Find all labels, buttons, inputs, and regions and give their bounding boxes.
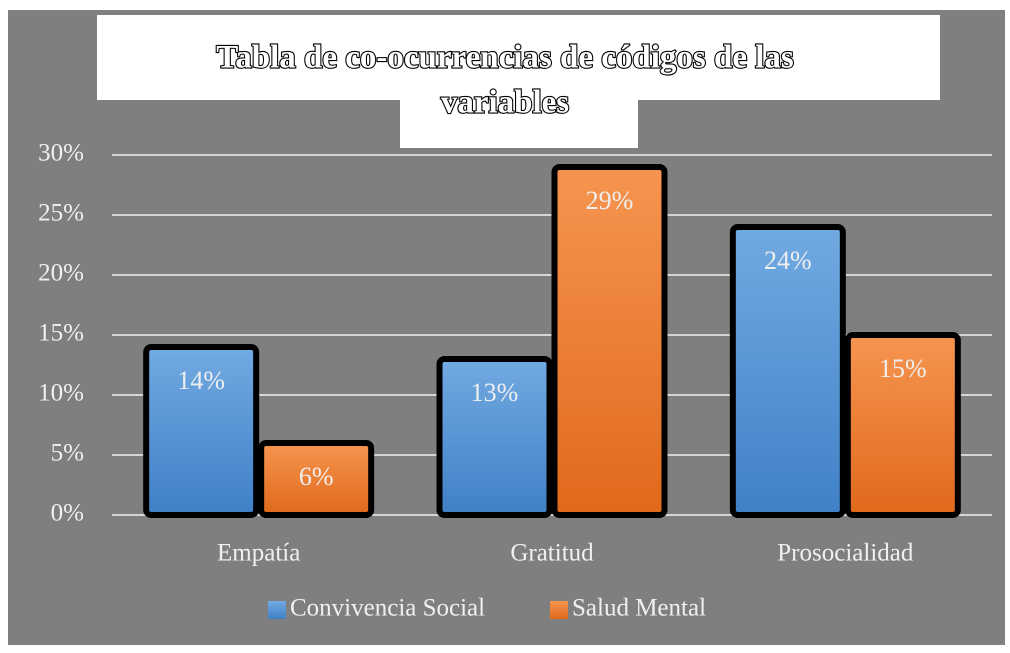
y-tick-label: 25% (38, 200, 84, 227)
data-label: 29% (586, 186, 634, 215)
data-label: 6% (299, 462, 334, 491)
bar (143, 344, 260, 518)
data-label: 24% (764, 246, 812, 275)
bar (436, 356, 553, 518)
legend-label: Salud Mental (572, 595, 706, 622)
y-tick-label: 10% (38, 380, 84, 407)
data-label: 14% (177, 366, 225, 395)
y-tick-label: 15% (38, 320, 84, 347)
chart-title: variables (441, 85, 569, 121)
bar (551, 164, 668, 518)
data-label: 13% (471, 378, 519, 407)
legend-swatch (550, 601, 568, 619)
title-box (400, 98, 638, 148)
y-tick-label: 0% (51, 500, 84, 527)
bar (729, 224, 846, 518)
bar (258, 440, 375, 518)
x-tick-label: Prosocialidad (777, 540, 914, 567)
x-tick-label: Gratitud (510, 540, 594, 567)
y-tick-label: 30% (38, 140, 84, 167)
data-label: 15% (879, 354, 927, 383)
bar (844, 332, 961, 518)
chart-title: Tabla de co-ocurrencias de códigos de la… (216, 40, 794, 76)
legend-swatch (268, 601, 286, 619)
title-box (97, 15, 940, 100)
x-tick-label: Empatía (217, 540, 300, 567)
y-tick-label: 20% (38, 260, 84, 287)
y-tick-label: 5% (51, 440, 84, 467)
legend-label: Convivencia Social (290, 595, 485, 622)
